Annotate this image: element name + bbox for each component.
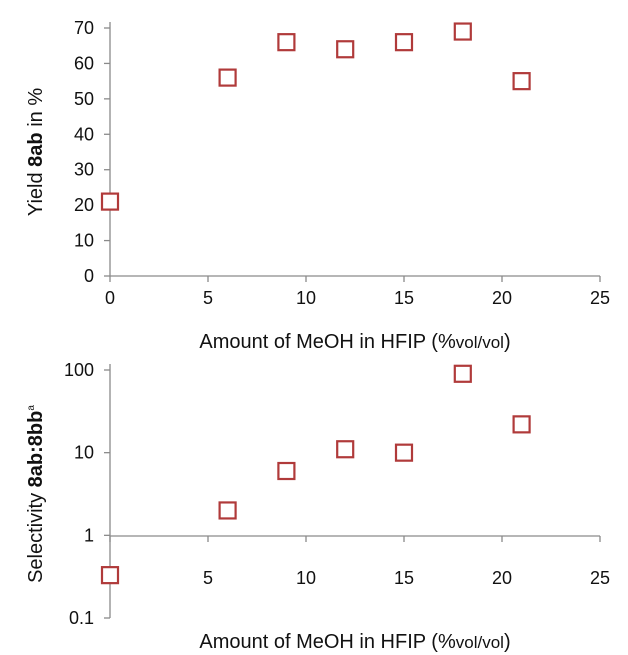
y-axis-title: Selectivity 8ab:8bba	[25, 405, 47, 583]
data-point	[453, 364, 472, 383]
data-point	[453, 22, 472, 41]
x-tick-label: 15	[394, 568, 414, 588]
x-axis-title-suffix: )	[504, 631, 511, 653]
x-axis-title-units: vol/vol	[456, 333, 504, 352]
x-tick-label: 0	[105, 288, 115, 308]
data-point	[336, 40, 355, 59]
data-point	[218, 68, 237, 87]
y-tick-label: 30	[74, 160, 94, 180]
x-tick-label: 20	[492, 568, 512, 588]
x-tick-label: 5	[203, 568, 213, 588]
x-tick-label: 10	[296, 288, 316, 308]
y-tick-label: 60	[74, 53, 94, 73]
data-point	[277, 33, 296, 52]
x-axis-title-prefix: Amount of MeOH in HFIP (%	[199, 331, 456, 353]
y-tick-label: 10	[74, 443, 94, 463]
x-tick-label: 25	[590, 288, 610, 308]
data-point	[394, 33, 414, 52]
x-tick-label: 15	[394, 288, 414, 308]
x-axis-title: Amount of MeOH in HFIP (%vol/vol)	[199, 331, 510, 353]
y-axis-title: Yield 8ab in %	[25, 88, 47, 216]
selectivity-chart: 0.11101000510152025Amount of MeOH in HFI…	[25, 360, 610, 653]
x-tick-label: 25	[590, 568, 610, 588]
y-tick-label: 40	[74, 124, 94, 144]
data-point	[512, 415, 531, 434]
x-tick-label: 5	[203, 288, 213, 308]
x-axis-title-suffix: )	[504, 331, 511, 353]
y-axis-title-compound: 8ab	[25, 132, 47, 166]
y-axis-title-text: Selectivity	[25, 487, 47, 583]
data-point	[394, 443, 414, 462]
y-tick-label: 1	[84, 525, 94, 545]
x-tick-label: 10	[296, 568, 316, 588]
x-tick-label: 20	[492, 288, 512, 308]
yield-chart: 0 10 20 30 40 50 60 70 0 5 10 15 20 25 Amount of MeOH …	[25, 18, 610, 353]
data-point	[277, 461, 296, 481]
data-point	[100, 566, 120, 585]
y-tick-label: 0	[84, 266, 94, 286]
y-tick-label: 70	[74, 18, 94, 38]
y-axis-title-text-end: in %	[25, 88, 47, 133]
x-axis-title-prefix: Amount of MeOH in HFIP (%	[199, 631, 456, 653]
y-tick-label: 10	[74, 231, 94, 251]
x-axis-title: Amount of MeOH in HFIP (%vol/vol)	[199, 631, 510, 653]
y-tick-label: 20	[74, 195, 94, 215]
y-tick-label: 50	[74, 89, 94, 109]
y-tick-label: 0.1	[69, 608, 94, 628]
data-point	[512, 72, 531, 91]
x-axis-title-units: vol/vol	[456, 633, 504, 652]
y-axis-title-text: Yield	[25, 167, 47, 216]
data-point	[218, 501, 237, 520]
data-point	[336, 440, 355, 459]
y-axis-title-footnote: a	[26, 405, 37, 411]
y-tick-label: 100	[64, 360, 94, 380]
data-point	[100, 192, 120, 211]
y-axis-title-compound: 8ab:8bb	[25, 411, 47, 488]
